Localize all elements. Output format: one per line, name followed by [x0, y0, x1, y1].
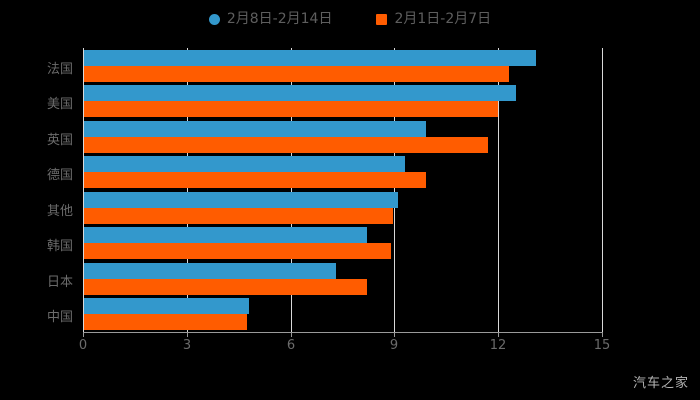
- y-axis-tick-label: 韩国: [46, 239, 73, 255]
- bar[interactable]: [83, 120, 426, 137]
- bar-group: [83, 120, 602, 153]
- bar[interactable]: [83, 101, 498, 118]
- gridline: [602, 48, 603, 332]
- y-axis-tick-label: 美国: [46, 97, 73, 113]
- bar[interactable]: [83, 243, 391, 260]
- x-axis-line: [83, 332, 602, 333]
- bar[interactable]: [83, 191, 398, 208]
- bar-group: [83, 85, 602, 118]
- x-axis-tick-label: 15: [593, 338, 611, 353]
- bar-group: [83, 49, 602, 82]
- y-axis-tick-label: 其他: [46, 203, 73, 219]
- chart-bars: [83, 48, 602, 332]
- y-axis-tick-label: 英国: [46, 132, 73, 148]
- x-axis-tick-mark: [291, 332, 292, 337]
- y-axis-tick-label: 德国: [46, 168, 73, 184]
- x-axis-tick-label: 9: [389, 338, 399, 353]
- bar[interactable]: [83, 172, 426, 189]
- bar[interactable]: [83, 262, 336, 279]
- bar[interactable]: [83, 207, 393, 224]
- bar[interactable]: [83, 314, 247, 331]
- gridline: [498, 48, 499, 332]
- chart-plot-area: [83, 48, 603, 332]
- y-axis-tick-label: 法国: [46, 61, 73, 77]
- y-axis-labels: 法国美国英国德国其他韩国日本中国: [0, 48, 73, 332]
- bar[interactable]: [83, 65, 509, 82]
- y-axis-tick-label: 中国: [46, 310, 73, 326]
- bar[interactable]: [83, 136, 488, 153]
- x-axis-tick-label: 3: [182, 338, 192, 353]
- bar[interactable]: [83, 278, 367, 295]
- legend-item-series-1[interactable]: 2月1日-2月7日: [376, 12, 491, 26]
- bar[interactable]: [83, 49, 536, 66]
- x-axis-tick-label: 12: [489, 338, 507, 353]
- gridline: [394, 48, 395, 332]
- bar[interactable]: [83, 298, 249, 315]
- legend-label-series-1: 2月1日-2月7日: [394, 11, 492, 27]
- watermark: 汽车之家: [632, 376, 689, 391]
- bar-group: [83, 191, 602, 224]
- y-axis-tick-label: 日本: [46, 274, 73, 290]
- gridline: [187, 48, 188, 332]
- bar[interactable]: [83, 156, 405, 173]
- bar[interactable]: [83, 227, 367, 244]
- x-axis-tick-label: 0: [78, 338, 88, 353]
- bar-group: [83, 298, 602, 331]
- x-axis-tick-mark: [83, 332, 84, 337]
- gridline: [291, 48, 292, 332]
- x-axis-tick-mark: [187, 332, 188, 337]
- x-axis-tick-mark: [498, 332, 499, 337]
- y-axis-line: [83, 48, 84, 332]
- x-axis-tick-mark: [394, 332, 395, 337]
- x-axis-tick-label: 6: [286, 338, 296, 353]
- bar[interactable]: [83, 85, 516, 102]
- bar-group: [83, 262, 602, 295]
- legend-label-series-0: 2月8日-2月14日: [226, 11, 333, 27]
- bar-group: [83, 156, 602, 189]
- chart-legend: 2月8日-2月14日 2月1日-2月7日: [0, 8, 700, 30]
- legend-item-series-0[interactable]: 2月8日-2月14日: [208, 11, 333, 27]
- legend-square-marker-icon: [376, 13, 388, 25]
- chart-gridlines: [83, 48, 603, 332]
- legend-circle-marker-icon: [208, 13, 220, 25]
- bar-group: [83, 227, 602, 260]
- x-axis-tick-mark: [602, 332, 603, 337]
